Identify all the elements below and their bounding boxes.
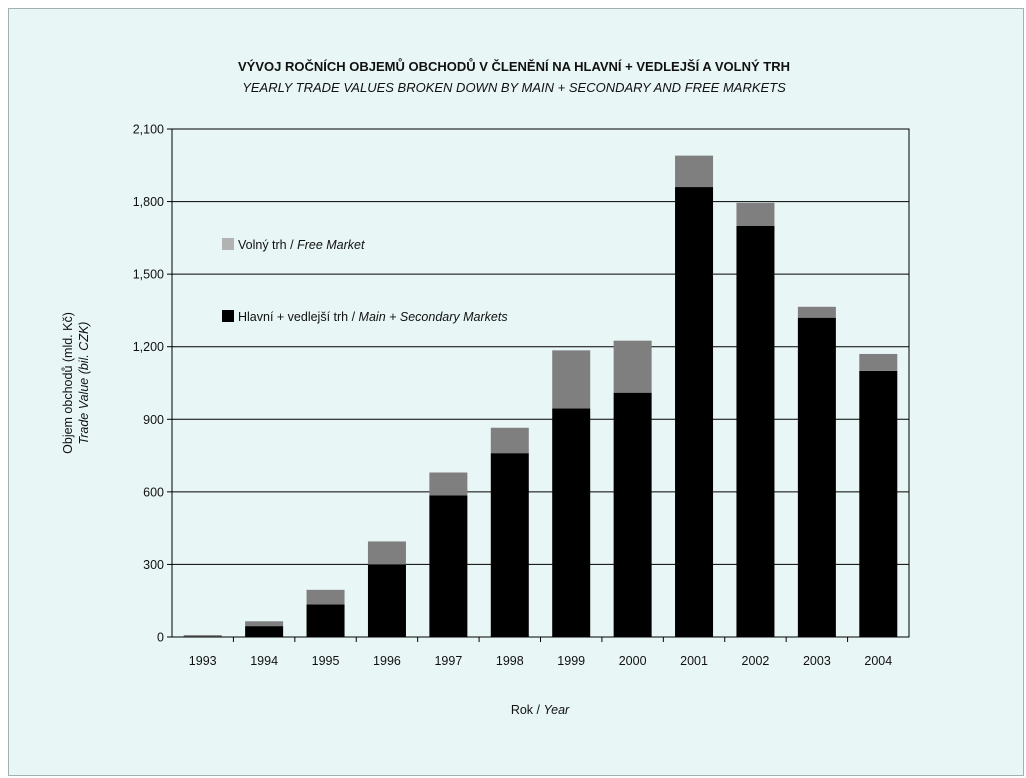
y-axis-label: Objem obchodů (mld. Kč)	[61, 312, 75, 454]
bar-free-market	[736, 202, 775, 226]
x-tick-label: 1997	[434, 654, 462, 668]
y-axis-ticks: 0 300 600 900 1,200 1,500 1,800 2,100	[133, 123, 172, 645]
x-axis-label: Rok / Year	[511, 703, 570, 717]
legend-swatch-free-market	[222, 238, 234, 250]
x-axis-label-en: Year	[543, 703, 570, 717]
x-tick-label: 2001	[680, 654, 708, 668]
x-tick-label: 1996	[373, 654, 401, 668]
y-tick-label: 600	[143, 485, 164, 499]
bar-free-market	[675, 155, 714, 188]
legend-label-free-market: Volný trh / Free Market	[238, 238, 365, 252]
bar-free-market	[797, 306, 836, 318]
y-tick-label: 1,500	[133, 268, 164, 282]
x-axis-ticks: 1993 1994 1995 1996 1997 1998 1999 2000 2001 2002…	[189, 637, 892, 668]
x-tick-label: 2002	[742, 654, 770, 668]
chart-subtitle: YEARLY TRADE VALUES BROKEN DOWN BY MAIN …	[242, 80, 786, 95]
legend-swatch-main-secondary	[222, 310, 234, 322]
plot-frame	[171, 128, 910, 638]
bar-main-secondary	[552, 408, 591, 637]
bar-free-market	[306, 589, 345, 605]
grid	[172, 201, 909, 565]
x-tick-label: 1994	[250, 654, 278, 668]
bar-main-secondary	[367, 564, 406, 637]
x-tick-label: 1995	[312, 654, 340, 668]
legend-label-main-secondary: Hlavní + vedlejší trh / Main + Secondary…	[238, 310, 508, 324]
bar-main-secondary	[429, 495, 468, 637]
x-tick-label: 2003	[803, 654, 831, 668]
x-tick-label: 1993	[189, 654, 217, 668]
bar-free-market	[183, 635, 222, 637]
bars	[183, 155, 898, 638]
bar-free-market	[613, 340, 652, 393]
legend-main-secondary-en: Main + Secondary Markets	[359, 310, 508, 324]
legend-free-market-en: Free Market	[297, 238, 365, 252]
bar-main-secondary	[797, 317, 836, 637]
y-tick-label: 2,100	[133, 123, 164, 137]
y-tick-label: 1,800	[133, 195, 164, 209]
bar-main-secondary	[490, 453, 529, 637]
bar-free-market	[859, 353, 898, 371]
y-tick-label: 1,200	[133, 340, 164, 354]
bar-main-secondary	[859, 370, 898, 637]
chart-panel	[8, 8, 1024, 776]
bar-main-secondary	[736, 225, 775, 637]
bar-free-market	[552, 350, 591, 409]
x-tick-label: 2000	[619, 654, 647, 668]
bar-free-market	[429, 472, 468, 496]
legend: Volný trh / Free Market Hlavní + vedlejš…	[222, 238, 508, 324]
legend-free-market-cz: Volný trh /	[238, 238, 297, 252]
bar-main-secondary	[306, 604, 345, 637]
bar-free-market	[367, 541, 406, 565]
x-tick-label: 2004	[864, 654, 892, 668]
chart-title: VÝVOJ ROČNÍCH OBJEMŮ OBCHODŮ V ČLENĚNÍ N…	[238, 58, 790, 74]
y-tick-label: 0	[157, 631, 164, 645]
bar-free-market	[490, 427, 529, 454]
y-axis-label-en: Trade Value (bil. CZK)	[77, 322, 91, 445]
x-tick-label: 1998	[496, 654, 524, 668]
bar-main-secondary	[675, 187, 714, 638]
bar-main-secondary	[245, 626, 284, 637]
legend-main-secondary-cz: Hlavní + vedlejší trh /	[238, 310, 359, 324]
bar-main-secondary	[613, 392, 652, 637]
y-tick-label: 900	[143, 413, 164, 427]
x-axis-label-cz: Rok /	[511, 703, 544, 717]
bar-free-market	[245, 621, 284, 627]
y-tick-label: 300	[143, 558, 164, 572]
x-tick-label: 1999	[557, 654, 585, 668]
